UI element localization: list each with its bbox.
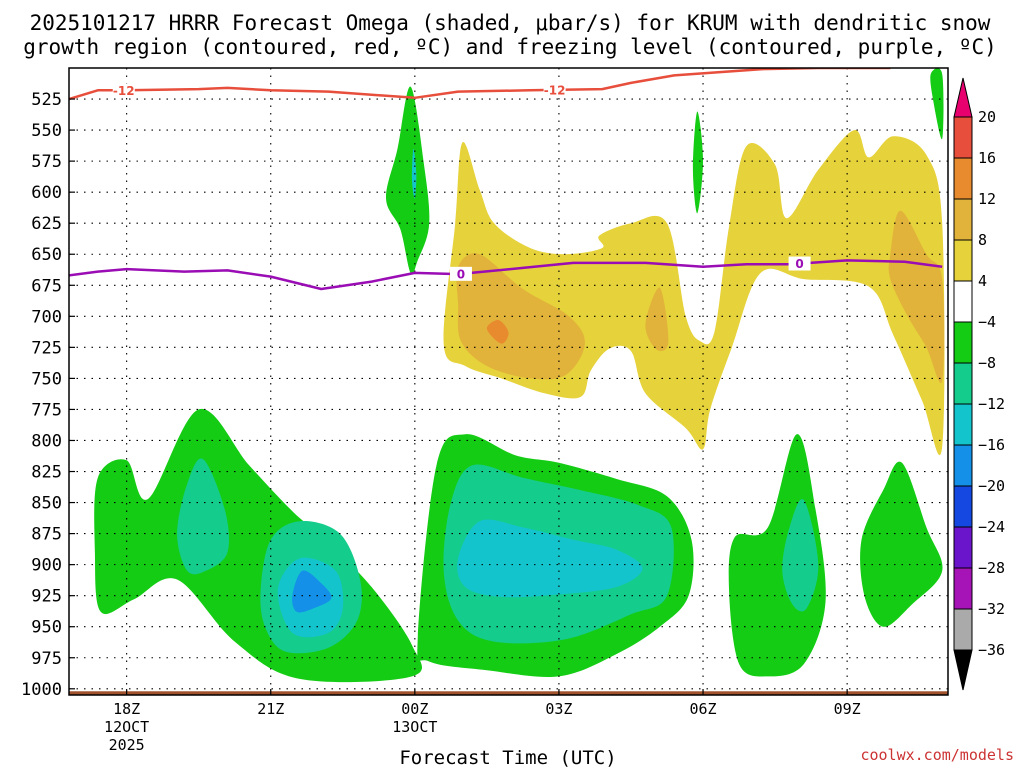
omega-region-0-level--4 — [94, 408, 423, 683]
colorbar-swatch-0 — [953, 116, 973, 159]
omega-shaded-regions — [94, 68, 945, 683]
omega-region-2-level--4 — [728, 434, 826, 677]
colorbar-label-13: −36 — [978, 641, 1005, 659]
omega-region-15-level-4 — [443, 129, 945, 456]
colorbar-label-9: −20 — [978, 477, 1005, 495]
colorbar-label-6: −8 — [978, 354, 996, 372]
omega-region-17-level-8 — [645, 287, 669, 352]
y-tick-label-925: 925 — [31, 587, 62, 607]
y-tick-label-875: 875 — [31, 525, 62, 545]
colorbar-swatch-7 — [953, 403, 973, 446]
y-tick-label-725: 725 — [31, 338, 62, 358]
x-tick-label-06Z: 06Z — [689, 700, 716, 718]
y-tick-label-575: 575 — [31, 152, 62, 172]
y-tick-label-950: 950 — [31, 618, 62, 638]
colorbar-swatch-5 — [953, 321, 973, 364]
y-tick-label-650: 650 — [31, 245, 62, 265]
colorbar-swatch-2 — [953, 198, 973, 241]
x-axis-label: Forecast Time (UTC) — [399, 747, 616, 768]
y-tick-label-600: 600 — [31, 183, 62, 203]
colorbar-swatch-8 — [953, 444, 973, 487]
freezing-level-contour-label-bg-0 — [449, 266, 472, 281]
dgz-minus12-contour-label-bg-0 — [112, 83, 135, 98]
omega-region-16-level-8 — [456, 253, 585, 380]
plot-frame — [68, 67, 949, 696]
colorbar-bottom-arrow — [953, 649, 973, 691]
y-tick-label-700: 700 — [31, 307, 62, 327]
colorbar-swatch-6 — [953, 362, 973, 405]
omega-region-7-level--8 — [177, 458, 230, 575]
omega-region-5-level--4 — [692, 111, 703, 214]
colorbar-label-7: −12 — [978, 395, 1005, 413]
terrain-surface-bar — [69, 691, 948, 695]
x-tick-date-18Z: 12OCT — [104, 718, 149, 736]
dgz-minus12-contour — [69, 68, 891, 101]
colorbar-label-4: 4 — [978, 272, 987, 290]
y-tick-label-550: 550 — [31, 121, 62, 141]
colorbar-swatch-1 — [953, 157, 973, 200]
colorbar-swatch-11 — [953, 567, 973, 610]
contour-lines: -12 -12 0 0 — [69, 68, 943, 291]
y-tick-label-525: 525 — [31, 90, 62, 110]
y-tick-label-625: 625 — [31, 214, 62, 234]
freezing-level-contour-label-bg-1 — [788, 256, 811, 271]
colorbar-swatch-3 — [953, 239, 973, 282]
y-tick-label-1000: 1000 — [21, 680, 62, 700]
colorbar-label-3: 8 — [978, 231, 987, 249]
omega-region-6-level--4 — [930, 68, 944, 140]
omega-region-10-level--8 — [782, 499, 819, 612]
chart-title-line-2: growth region (contoured, red, ºC) and f… — [23, 35, 997, 59]
x-tick-label-00Z: 00Z — [401, 700, 428, 718]
colorbar-top-arrow — [953, 77, 973, 118]
y-tick-label-800: 800 — [31, 431, 62, 451]
omega-region-4-level--4 — [385, 86, 430, 275]
x-tick-label-09Z: 09Z — [834, 700, 861, 718]
y-tick-label-775: 775 — [31, 400, 62, 420]
colorbar-swatch-12 — [953, 608, 973, 651]
colorbar-legend: 20 16 12 8 4 −4 −8 −12 −16 −20 −24 −28 −32 −36 — [953, 77, 1005, 691]
colorbar-label-12: −32 — [978, 600, 1005, 618]
x-tick-label-03Z: 03Z — [545, 700, 572, 718]
chart-title-line-1: 2025101217 HRRR Forecast Omega (shaded, … — [30, 11, 991, 35]
colorbar-label-2: 12 — [978, 190, 996, 208]
colorbar-swatch-9 — [953, 485, 973, 528]
colorbar-swatch-10 — [953, 526, 973, 569]
colorbar-label-11: −28 — [978, 559, 1005, 577]
x-tick-label-18Z: 18Z — [113, 700, 140, 718]
colorbar-label-1: 16 — [978, 149, 996, 167]
colorbar-swatch-4 — [953, 280, 973, 323]
y-tick-label-900: 900 — [31, 556, 62, 576]
omega-region-3-level--4 — [860, 461, 943, 627]
x-tick-date-00Z: 13OCT — [392, 718, 437, 736]
freezing-level-contour-label-0: 0 — [457, 267, 465, 281]
colorbar-label-5: −4 — [978, 313, 996, 331]
freezing-level-contour-label-1: 0 — [795, 257, 803, 271]
dgz-minus12-contour-label-0: -12 — [113, 84, 135, 98]
y-tick-label-675: 675 — [31, 276, 62, 296]
omega-region-12-level--12 — [457, 519, 643, 598]
omega-region-19-level-12 — [486, 319, 509, 344]
y-tick-label-850: 850 — [31, 494, 62, 514]
y-tick-label-750: 750 — [31, 369, 62, 389]
y-tick-label-825: 825 — [31, 463, 62, 483]
x-tick-label-21Z: 21Z — [257, 700, 284, 718]
colorbar-label-8: −16 — [978, 436, 1005, 454]
dgz-minus12-contour-label-1: -12 — [544, 83, 566, 97]
omega-region-14-level--16 — [292, 570, 332, 613]
pressure-axis: 525 550 575 600 625 650 675 700 725 750 775 800 825 8… — [21, 90, 75, 700]
x-tick-year-18Z: 2025 — [109, 736, 145, 754]
chart-title: 2025101217 HRRR Forecast Omega (shaded, … — [23, 11, 997, 59]
credit-text: coolwx.com/models — [860, 746, 1014, 764]
colorbar-label-10: −24 — [978, 518, 1005, 536]
y-tick-label-975: 975 — [31, 649, 62, 669]
colorbar-label-0: 20 — [978, 108, 996, 126]
dgz-minus12-contour-label-bg-1 — [543, 82, 566, 97]
